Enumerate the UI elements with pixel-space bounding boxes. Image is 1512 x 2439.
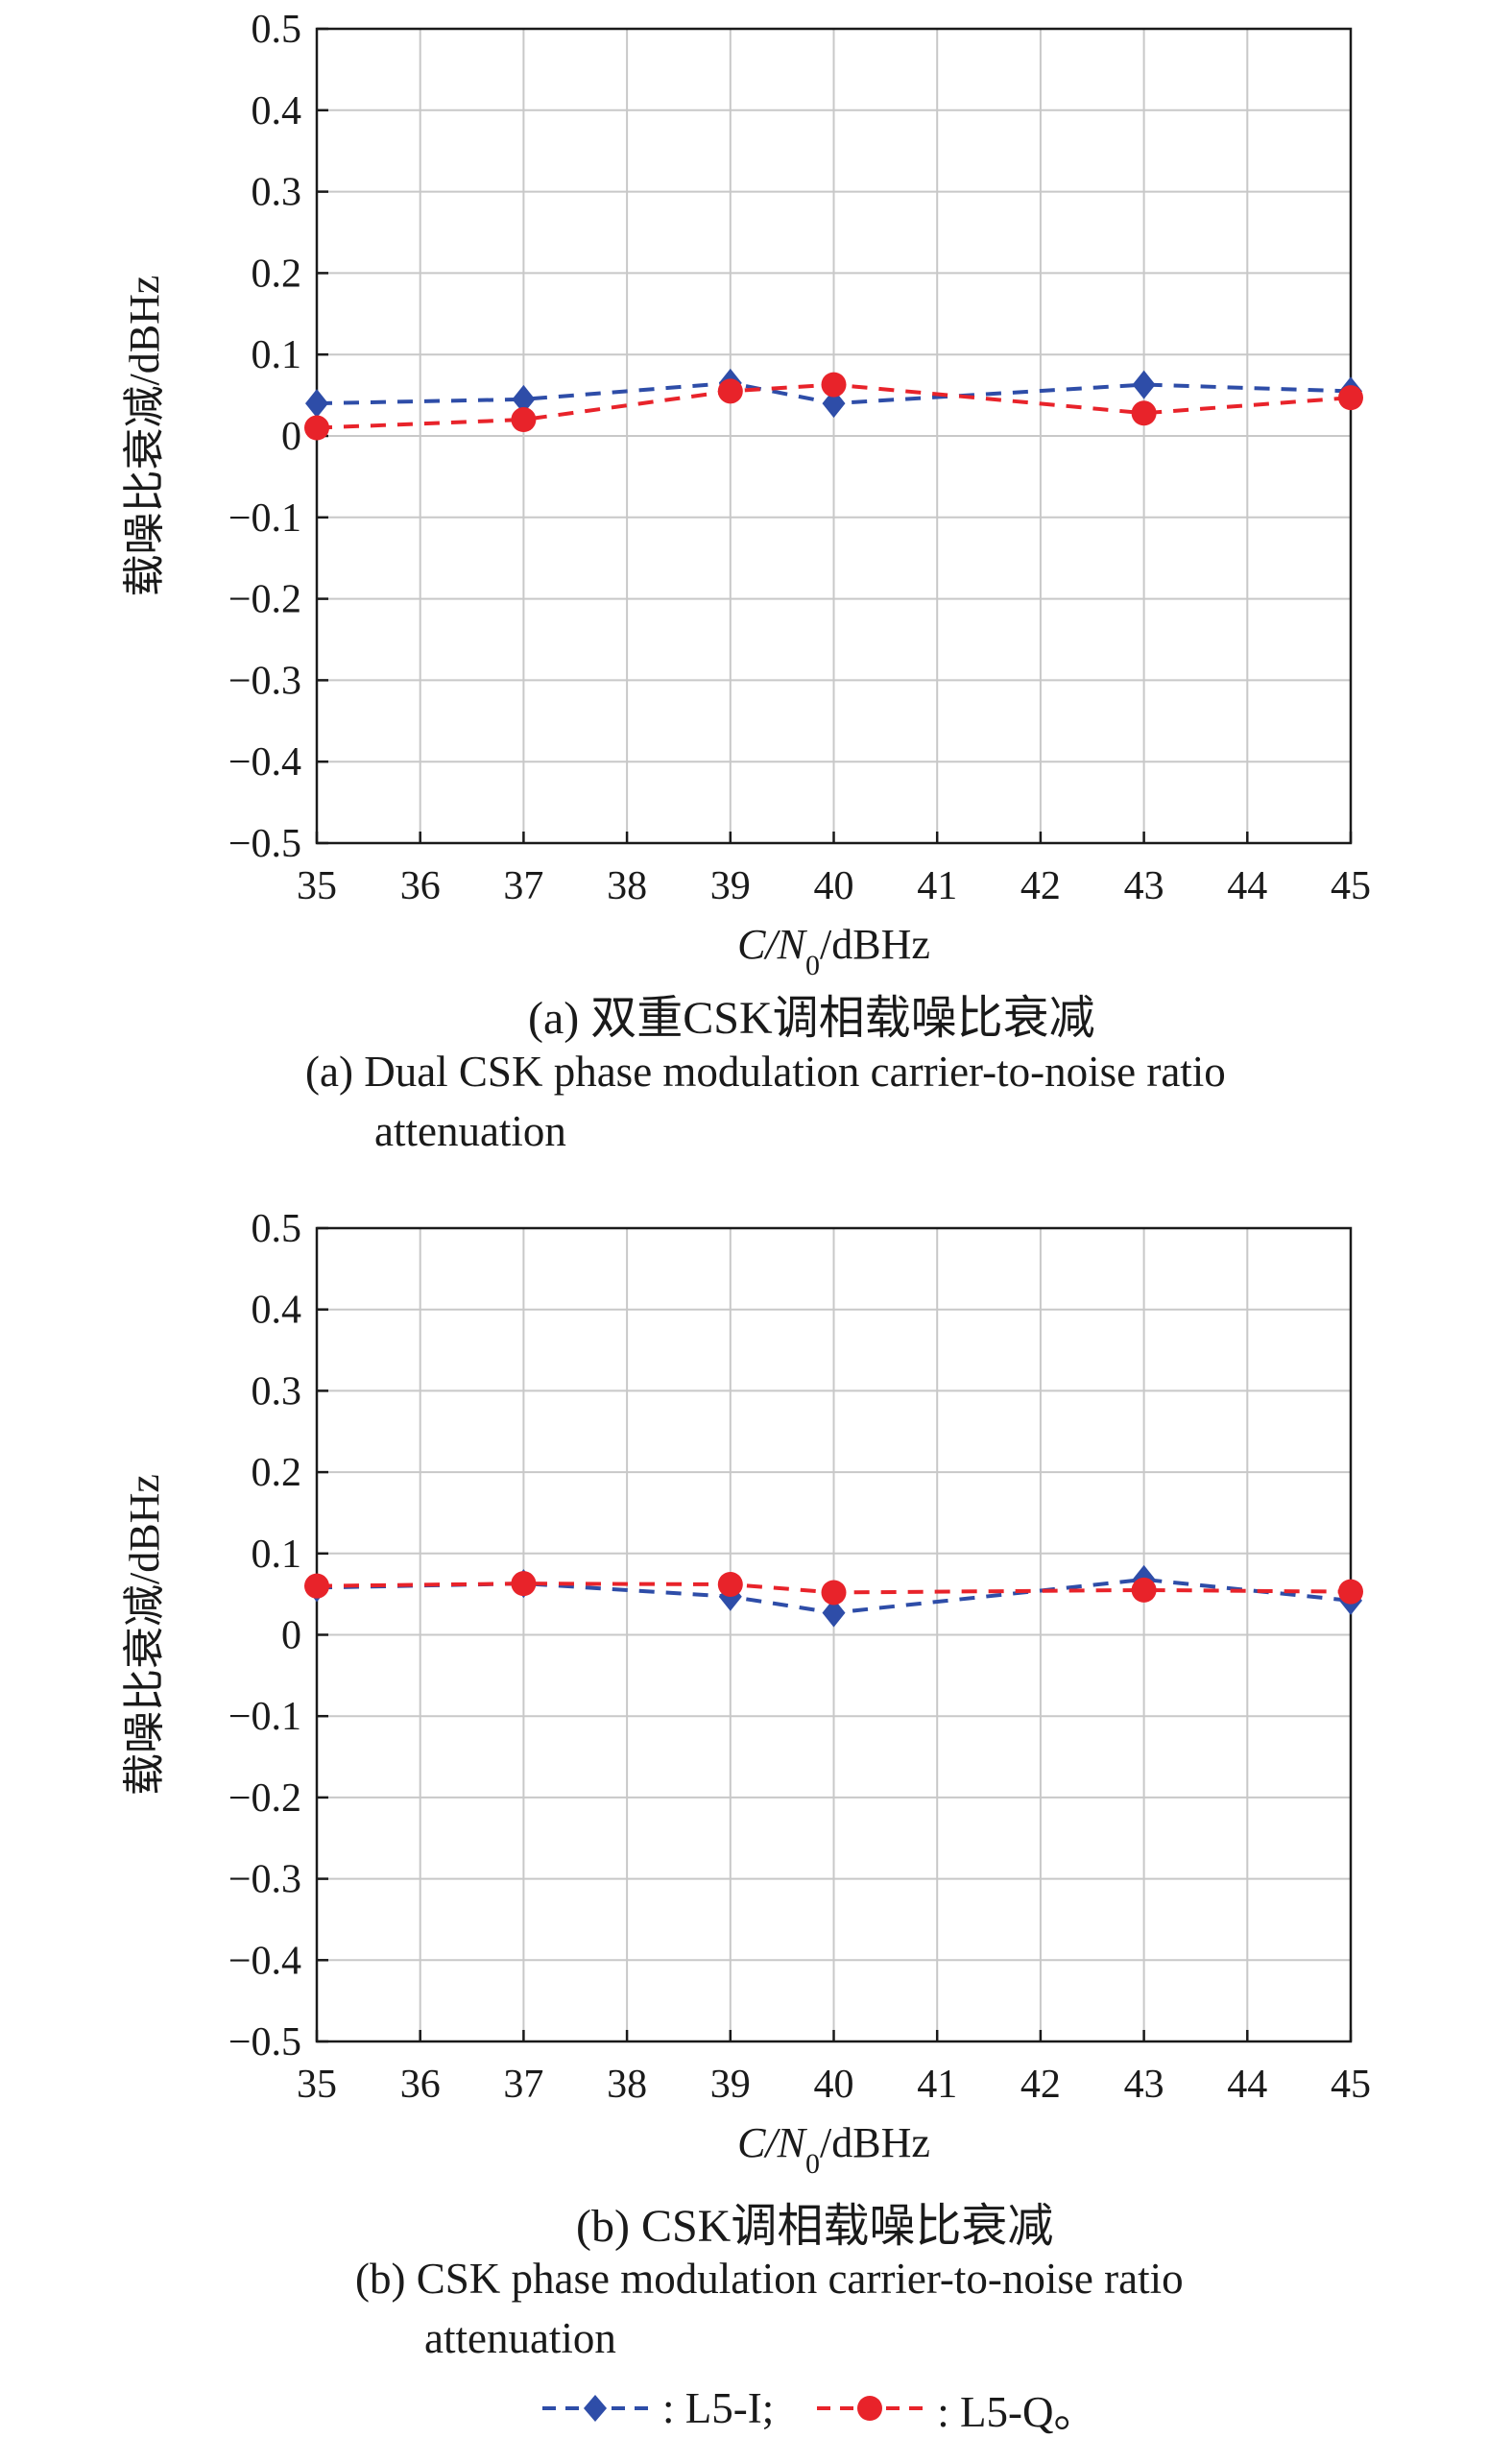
x-axis-label-subscript: 0 — [805, 950, 820, 981]
y-tick-label: 0.3 — [252, 1369, 302, 1413]
x-tick-label: 41 — [917, 2063, 957, 2107]
x-tick-label: 35 — [297, 2063, 337, 2107]
x-tick-label: 45 — [1331, 864, 1371, 908]
y-tick-label: −0.3 — [228, 659, 301, 703]
data-point-l5-q — [1131, 1577, 1157, 1603]
data-point-l5-q — [1131, 400, 1157, 426]
data-point-l5-q — [304, 415, 329, 441]
x-tick-label: 40 — [814, 864, 854, 908]
data-point-l5-q — [1338, 385, 1363, 411]
y-tick-label: −0.4 — [228, 1939, 301, 1983]
caption-b-english-line1: (b) CSK phase modulation carrier-to-nois… — [355, 2255, 1184, 2303]
y-tick-label: 0.2 — [252, 252, 302, 296]
x-axis-label-subscript: 0 — [805, 2148, 820, 2180]
data-point-l5-q — [511, 407, 537, 433]
chart-b: 35 36 37 38 39 40 41 42 43 44 45 −0.5 −0.4 −0.3 −0.2 −0… — [121, 1207, 1371, 2180]
y-tick-label: 0.2 — [252, 1451, 302, 1495]
data-point-l5-i — [822, 1598, 846, 1628]
caption-a-chinese: (a) 双重CSK调相载噪比衰减 — [528, 993, 1095, 1044]
legend-item-l5-i: : L5-I; — [538, 2383, 774, 2433]
data-point-l5-q — [304, 1573, 329, 1599]
caption-a-english-line2: attenuation — [374, 1107, 566, 1155]
x-tick-label: 42 — [1020, 864, 1061, 908]
x-axis-label-unit: /dBHz — [820, 921, 930, 968]
y-tick-label: −0.2 — [228, 1776, 301, 1821]
caption-b-english-line2: attenuation — [424, 2314, 616, 2362]
x-tick-label: 35 — [297, 864, 337, 908]
data-point-l5-i — [822, 389, 846, 419]
data-point-l5-i — [1132, 370, 1156, 399]
y-tick-label: 0.1 — [252, 1533, 302, 1577]
y-tick-label: −0.3 — [228, 1858, 301, 1902]
y-tick-label: −0.1 — [228, 1695, 301, 1739]
x-tick-label: 39 — [710, 864, 751, 908]
y-tick-label: −0.4 — [228, 740, 301, 785]
y-tick-label: 0 — [281, 1614, 301, 1658]
y-tick-label: −0.5 — [228, 2020, 301, 2065]
data-point-l5-i — [512, 384, 536, 414]
x-axis-label: C/N0/dBHz — [737, 921, 930, 981]
data-point-l5-q — [717, 378, 743, 404]
caption-a-english-line1: (a) Dual CSK phase modulation carrier-to… — [305, 1048, 1226, 1096]
legend-item-l5-q: : L5-Q。 — [812, 2377, 1096, 2439]
x-tick-label: 42 — [1020, 2063, 1061, 2107]
y-axis-label: 载噪比衰减/dBHz — [121, 1474, 168, 1796]
x-tick-label: 43 — [1124, 864, 1164, 908]
x-tick-label: 36 — [400, 2063, 441, 2107]
y-tick-label: 0.5 — [252, 8, 302, 52]
series-line-l5-i — [316, 380, 1352, 406]
series-line-l5-q — [316, 1582, 1352, 1595]
y-axis-label: 载噪比衰减/dBHz — [121, 276, 168, 597]
x-tick-label: 37 — [503, 864, 543, 908]
caption-b-chinese: (b) CSK调相载噪比衰减 — [576, 2201, 1054, 2252]
x-tick-label: 44 — [1227, 2063, 1267, 2107]
x-tick-label: 36 — [400, 864, 441, 908]
x-tick-label: 39 — [710, 2063, 751, 2107]
y-tick-label: 0 — [281, 415, 301, 459]
y-tick-label: 0.4 — [252, 1289, 302, 1333]
x-axis-label: C/N0/dBHz — [737, 2119, 930, 2180]
y-tick-label: −0.2 — [228, 578, 301, 622]
legend-swatch-l5-i — [542, 2394, 648, 2422]
y-tick-label: 0.3 — [252, 171, 302, 215]
x-tick-label: 43 — [1124, 2063, 1164, 2107]
x-tick-label: 38 — [607, 2063, 647, 2107]
x-tick-label: 38 — [607, 864, 647, 908]
data-point-l5-q — [717, 1571, 743, 1597]
legend: : L5-I; : L5-Q。 — [538, 2377, 1135, 2439]
data-point-l5-q — [821, 1580, 847, 1606]
legend-label-l5-i: : L5-I; — [662, 2383, 775, 2432]
y-tick-label: −0.1 — [228, 496, 301, 541]
y-tick-label: −0.5 — [228, 822, 301, 866]
legend-swatch-l5-q — [817, 2395, 924, 2421]
x-axis-label-var: C/N — [737, 2119, 808, 2166]
x-tick-label: 41 — [917, 864, 957, 908]
caption-b-english: (b) CSK phase modulation carrier-to-nois… — [355, 2249, 1184, 2368]
x-axis-label-unit: /dBHz — [820, 2119, 930, 2166]
x-tick-label: 44 — [1227, 864, 1267, 908]
x-tick-label: 40 — [814, 2063, 854, 2107]
legend-label-l5-q: : L5-Q。 — [937, 2388, 1097, 2436]
x-axis-label-var: C/N — [737, 921, 808, 968]
x-tick-label: 45 — [1331, 2063, 1371, 2107]
y-tick-label: 0.1 — [252, 333, 302, 377]
data-point-l5-q — [821, 372, 847, 398]
series-line-l5-q — [316, 382, 1352, 430]
caption-a-english: (a) Dual CSK phase modulation carrier-to… — [305, 1042, 1226, 1161]
y-tick-label: 0.5 — [252, 1207, 302, 1251]
data-point-l5-q — [511, 1571, 537, 1597]
chart-a: 35 36 37 38 39 40 41 42 43 44 45 −0.5 −0.4 −0.3 −0.2 −0… — [121, 8, 1371, 981]
x-tick-label: 37 — [503, 2063, 543, 2107]
data-point-l5-q — [1338, 1579, 1363, 1605]
y-tick-label: 0.4 — [252, 89, 302, 133]
data-point-l5-i — [305, 389, 328, 419]
